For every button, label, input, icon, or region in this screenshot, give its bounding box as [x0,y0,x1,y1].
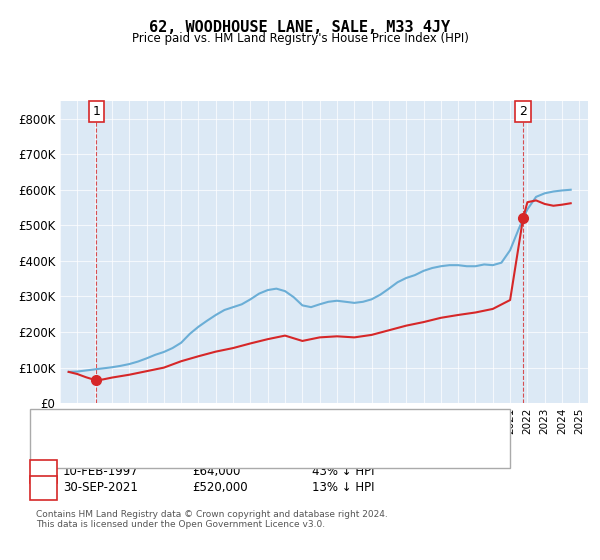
Text: 62, WOODHOUSE LANE, SALE, M33 4JY (detached house): 62, WOODHOUSE LANE, SALE, M33 4JY (detac… [87,416,406,426]
Text: £520,000: £520,000 [192,481,248,494]
Text: 1: 1 [40,465,47,478]
Text: Contains HM Land Registry data © Crown copyright and database right 2024.
This d: Contains HM Land Registry data © Crown c… [36,510,388,529]
Text: Price paid vs. HM Land Registry's House Price Index (HPI): Price paid vs. HM Land Registry's House … [131,32,469,45]
Text: £64,000: £64,000 [192,465,241,478]
Text: 1: 1 [92,105,100,118]
Text: 62, WOODHOUSE LANE, SALE, M33 4JY: 62, WOODHOUSE LANE, SALE, M33 4JY [149,20,451,35]
Text: 10-FEB-1997: 10-FEB-1997 [63,465,139,478]
Text: 2: 2 [519,105,527,118]
Text: 2: 2 [40,481,47,494]
Text: 13% ↓ HPI: 13% ↓ HPI [312,481,374,494]
Text: 43% ↓ HPI: 43% ↓ HPI [312,465,374,478]
Text: HPI: Average price, detached house, Trafford: HPI: Average price, detached house, Traf… [87,433,336,443]
Text: 30-SEP-2021: 30-SEP-2021 [63,481,138,494]
